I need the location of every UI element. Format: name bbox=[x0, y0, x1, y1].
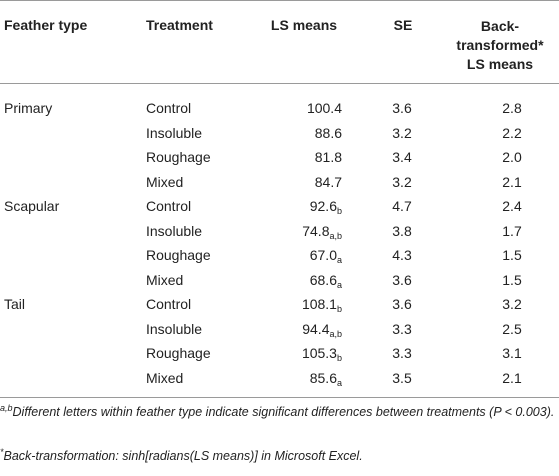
ls-mean-value: 85.6 bbox=[309, 370, 337, 386]
cell-se: 3.4 bbox=[392, 149, 412, 165]
ls-mean-significance-letters: a bbox=[336, 255, 342, 265]
cell-ls-mean: 81.8 bbox=[315, 149, 342, 166]
ls-mean-value: 105.3 bbox=[301, 345, 337, 361]
cell-treatment: Control bbox=[146, 198, 192, 214]
ls-mean-value: 108.1 bbox=[301, 296, 337, 312]
cell-treatment: Control bbox=[146, 296, 192, 312]
header-back-transformed: Back-transformed* LS means bbox=[456, 18, 544, 72]
cell-ls-mean: 108.1b bbox=[301, 296, 342, 314]
cell-ls-mean: 68.6a bbox=[309, 272, 342, 290]
cell-ls-mean: 105.3b bbox=[301, 345, 342, 363]
cell-treatment: Mixed bbox=[146, 174, 184, 190]
header-se: SE bbox=[393, 17, 413, 33]
cell-ls-mean: 100.4 bbox=[307, 100, 342, 117]
cell-back-transformed: 2.4 bbox=[502, 198, 522, 214]
ls-mean-value: 67.0 bbox=[309, 247, 337, 263]
cell-back-transformed: 2.2 bbox=[502, 125, 522, 141]
cell-ls-mean: 67.0a bbox=[309, 247, 342, 265]
cell-back-transformed: 2.1 bbox=[502, 370, 522, 386]
cell-treatment: Control bbox=[146, 100, 192, 116]
cell-se: 3.3 bbox=[392, 345, 412, 361]
ls-mean-value: 74.8 bbox=[302, 223, 330, 239]
ls-mean-significance-letters: b bbox=[336, 206, 342, 216]
cell-back-transformed: 3.2 bbox=[502, 296, 522, 312]
cell-feather-type: Primary bbox=[4, 100, 53, 116]
footnote-significance-marker: a,b bbox=[0, 402, 13, 413]
footnote-significance: a,bDifferent letters within feather type… bbox=[0, 402, 559, 422]
cell-feather-type: Tail bbox=[4, 296, 26, 312]
cell-feather-type: Scapular bbox=[4, 198, 60, 214]
ls-mean-value: 100.4 bbox=[306, 100, 342, 116]
ls-mean-significance-letters: a,b bbox=[329, 231, 342, 241]
ls-mean-value: 88.6 bbox=[314, 125, 342, 141]
footnote-significance-text: Different letters within feather type in… bbox=[12, 405, 555, 419]
cell-se: 3.6 bbox=[392, 272, 412, 288]
cell-back-transformed: 2.0 bbox=[502, 149, 522, 165]
cell-se: 3.6 bbox=[392, 100, 412, 116]
cell-back-transformed: 1.5 bbox=[502, 247, 522, 263]
cell-se: 3.5 bbox=[392, 370, 412, 386]
cell-ls-mean: 88.6 bbox=[315, 125, 342, 142]
bottom-rule bbox=[0, 397, 559, 398]
ls-mean-significance-letters: a bbox=[336, 280, 342, 290]
cell-se: 4.7 bbox=[392, 198, 412, 214]
ls-mean-significance-letters: a bbox=[336, 378, 342, 388]
cell-back-transformed: 2.1 bbox=[502, 174, 522, 190]
cell-back-transformed: 1.5 bbox=[502, 272, 522, 288]
ls-mean-significance-letters: b bbox=[336, 353, 342, 363]
header-feather-type: Feather type bbox=[4, 17, 88, 33]
ls-mean-value: 92.6 bbox=[309, 198, 337, 214]
ls-mean-significance-letters: b bbox=[336, 304, 342, 314]
cell-se: 3.3 bbox=[392, 321, 412, 337]
ls-mean-value: 94.4 bbox=[302, 321, 330, 337]
cell-ls-mean: 85.6a bbox=[309, 370, 342, 388]
cell-back-transformed: 1.7 bbox=[502, 223, 522, 239]
ls-mean-significance-letters: a,b bbox=[329, 329, 342, 339]
cell-ls-mean: 84.7 bbox=[315, 174, 342, 191]
ls-mean-value: 81.8 bbox=[314, 149, 342, 165]
footnote-back-transformation: *Back-transformation: sinh[radians(LS me… bbox=[0, 446, 559, 466]
cell-se: 3.6 bbox=[392, 296, 412, 312]
cell-ls-mean: 94.4a,b bbox=[302, 321, 342, 339]
footnote-back-transformation-text: Back-transformation: sinh[radians(LS mea… bbox=[3, 449, 363, 463]
header-rule bbox=[0, 83, 559, 84]
header-ls-means: LS means bbox=[270, 17, 338, 33]
cell-treatment: Mixed bbox=[146, 272, 184, 288]
cell-se: 3.2 bbox=[392, 174, 412, 190]
cell-se: 3.8 bbox=[392, 223, 412, 239]
cell-treatment: Roughage bbox=[146, 345, 211, 361]
cell-ls-mean: 74.8a,b bbox=[302, 223, 342, 241]
cell-back-transformed: 2.5 bbox=[502, 321, 522, 337]
cell-ls-mean: 92.6b bbox=[309, 198, 342, 216]
cell-treatment: Insoluble bbox=[146, 321, 203, 337]
cell-treatment: Roughage bbox=[146, 247, 211, 263]
cell-treatment: Mixed bbox=[146, 370, 184, 386]
cell-treatment: Roughage bbox=[146, 149, 211, 165]
cell-treatment: Insoluble bbox=[146, 223, 203, 239]
cell-se: 3.2 bbox=[392, 125, 412, 141]
cell-back-transformed: 2.8 bbox=[502, 100, 522, 116]
ls-mean-value: 84.7 bbox=[314, 174, 342, 190]
ls-mean-value: 68.6 bbox=[309, 272, 337, 288]
cell-back-transformed: 3.1 bbox=[502, 345, 522, 361]
footnote-back-transformation-marker: * bbox=[0, 446, 4, 457]
cell-treatment: Insoluble bbox=[146, 125, 203, 141]
top-rule bbox=[0, 0, 559, 1]
header-treatment: Treatment bbox=[146, 17, 213, 33]
cell-se: 4.3 bbox=[392, 247, 412, 263]
